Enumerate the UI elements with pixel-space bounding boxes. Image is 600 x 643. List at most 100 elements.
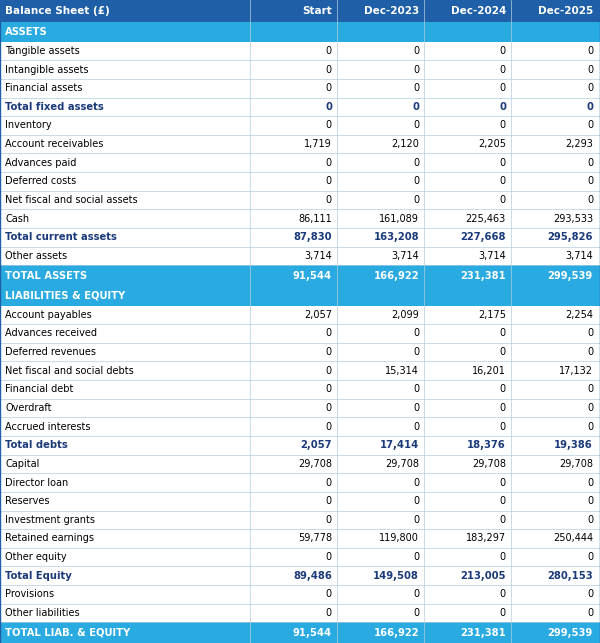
- Text: 0: 0: [413, 552, 419, 562]
- Bar: [0, 60, 600, 79]
- Text: 0: 0: [413, 478, 419, 487]
- Text: Account receivables: Account receivables: [5, 139, 103, 149]
- Text: 0: 0: [326, 552, 332, 562]
- Text: 231,381: 231,381: [460, 271, 506, 280]
- Text: Advances paid: Advances paid: [5, 158, 76, 168]
- Text: 59,778: 59,778: [298, 534, 332, 543]
- Text: 280,153: 280,153: [547, 571, 593, 581]
- Text: 0: 0: [587, 422, 593, 431]
- Text: 0: 0: [413, 46, 419, 56]
- Bar: [0, 361, 600, 380]
- Text: 15,314: 15,314: [385, 366, 419, 376]
- Text: 2,099: 2,099: [391, 310, 419, 320]
- Text: 29,708: 29,708: [559, 459, 593, 469]
- Text: 0: 0: [326, 176, 332, 186]
- Text: Net fiscal and social assets: Net fiscal and social assets: [5, 195, 137, 205]
- Text: 0: 0: [412, 102, 419, 112]
- Bar: [0, 324, 600, 343]
- Bar: [0, 79, 600, 98]
- Text: 3,714: 3,714: [565, 251, 593, 261]
- Text: 149,508: 149,508: [373, 571, 419, 581]
- Bar: [0, 22, 600, 42]
- Bar: [0, 604, 600, 622]
- Text: 0: 0: [326, 590, 332, 599]
- Text: 225,463: 225,463: [466, 213, 506, 224]
- Text: 0: 0: [587, 403, 593, 413]
- Text: 0: 0: [413, 422, 419, 431]
- Text: 0: 0: [500, 552, 506, 562]
- Bar: [0, 286, 600, 305]
- Bar: [0, 210, 600, 228]
- Text: 0: 0: [500, 590, 506, 599]
- Bar: [0, 548, 600, 566]
- Bar: [0, 399, 600, 417]
- Text: Other liabilities: Other liabilities: [5, 608, 80, 618]
- Text: 161,089: 161,089: [379, 213, 419, 224]
- Text: 87,830: 87,830: [293, 232, 332, 242]
- Text: 1,719: 1,719: [304, 139, 332, 149]
- Text: 0: 0: [500, 385, 506, 394]
- Text: Deferred revenues: Deferred revenues: [5, 347, 96, 357]
- Bar: [0, 529, 600, 548]
- Text: 0: 0: [587, 496, 593, 506]
- Text: Total current assets: Total current assets: [5, 232, 117, 242]
- Text: 163,208: 163,208: [373, 232, 419, 242]
- Text: 0: 0: [326, 195, 332, 205]
- Text: Account payables: Account payables: [5, 310, 92, 320]
- Text: Net fiscal and social debts: Net fiscal and social debts: [5, 366, 134, 376]
- Text: Advances received: Advances received: [5, 329, 97, 338]
- Text: 0: 0: [587, 46, 593, 56]
- Bar: [0, 455, 600, 473]
- Text: 0: 0: [500, 176, 506, 186]
- Text: 231,381: 231,381: [460, 628, 506, 638]
- Text: Balance Sheet (£): Balance Sheet (£): [5, 6, 110, 16]
- Bar: [0, 622, 600, 643]
- Text: Deferred costs: Deferred costs: [5, 176, 76, 186]
- Text: 0: 0: [587, 64, 593, 75]
- Text: 2,057: 2,057: [301, 440, 332, 450]
- Text: 299,539: 299,539: [548, 271, 593, 280]
- Text: Retained earnings: Retained earnings: [5, 534, 94, 543]
- Text: 2,057: 2,057: [304, 310, 332, 320]
- Text: 0: 0: [500, 329, 506, 338]
- Text: 119,800: 119,800: [379, 534, 419, 543]
- Text: 0: 0: [326, 366, 332, 376]
- Bar: [0, 266, 600, 286]
- Text: 0: 0: [325, 102, 332, 112]
- Text: 2,293: 2,293: [565, 139, 593, 149]
- Text: Total Equity: Total Equity: [5, 571, 72, 581]
- Text: 0: 0: [587, 176, 593, 186]
- Text: Dec-2023: Dec-2023: [364, 6, 419, 16]
- Bar: [0, 42, 600, 60]
- Text: Inventory: Inventory: [5, 120, 52, 131]
- Bar: [0, 0, 600, 22]
- Text: 0: 0: [326, 120, 332, 131]
- Text: 250,444: 250,444: [553, 534, 593, 543]
- Bar: [0, 172, 600, 191]
- Text: 3,714: 3,714: [478, 251, 506, 261]
- Text: Reserves: Reserves: [5, 496, 49, 506]
- Bar: [0, 247, 600, 266]
- Text: 0: 0: [500, 515, 506, 525]
- Bar: [0, 566, 600, 585]
- Text: 0: 0: [413, 590, 419, 599]
- Bar: [0, 380, 600, 399]
- Text: 0: 0: [413, 385, 419, 394]
- Bar: [0, 585, 600, 604]
- Text: 29,708: 29,708: [472, 459, 506, 469]
- Text: 0: 0: [587, 590, 593, 599]
- Text: Overdraft: Overdraft: [5, 403, 52, 413]
- Text: 0: 0: [326, 496, 332, 506]
- Text: 0: 0: [587, 552, 593, 562]
- Text: 91,544: 91,544: [293, 271, 332, 280]
- Text: ASSETS: ASSETS: [5, 27, 48, 37]
- Text: 0: 0: [500, 478, 506, 487]
- Text: 3,714: 3,714: [304, 251, 332, 261]
- Text: LIABILITIES & EQUITY: LIABILITIES & EQUITY: [5, 291, 125, 301]
- Bar: [0, 343, 600, 361]
- Text: 89,486: 89,486: [293, 571, 332, 581]
- Text: 0: 0: [413, 195, 419, 205]
- Text: 299,539: 299,539: [548, 628, 593, 638]
- Text: 0: 0: [413, 64, 419, 75]
- Text: TOTAL ASSETS: TOTAL ASSETS: [5, 271, 87, 280]
